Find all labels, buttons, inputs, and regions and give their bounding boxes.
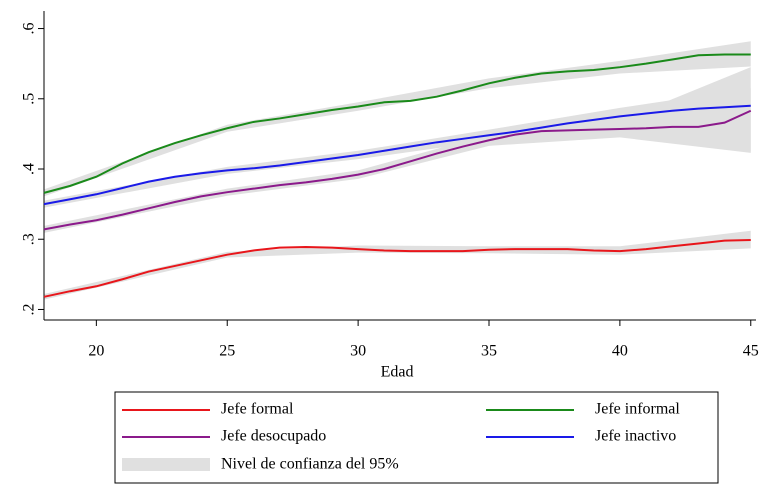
legend-swatch xyxy=(122,458,210,471)
legend-label: Jefe formal xyxy=(221,401,294,418)
x-axis-label: Edad xyxy=(381,364,414,381)
confidence-band xyxy=(44,67,751,233)
confidence-band xyxy=(44,41,751,197)
confidence-band xyxy=(44,230,751,300)
y-tick-label: .4 xyxy=(21,163,38,175)
series-line xyxy=(43,53,751,194)
legend-label: Nivel de confianza del 95% xyxy=(221,456,399,473)
y-tick-label: .2 xyxy=(21,303,38,315)
x-tick-label: 25 xyxy=(219,343,235,360)
legend-label: Jefe inactivo xyxy=(595,428,676,445)
x-tick-label: 40 xyxy=(612,343,628,360)
series-line xyxy=(43,109,752,231)
x-tick-label: 35 xyxy=(481,343,497,360)
legend-label: Jefe desocupado xyxy=(221,428,326,445)
y-tick-label: .3 xyxy=(21,233,38,245)
x-tick-label: 45 xyxy=(743,343,759,360)
x-tick-label: 30 xyxy=(350,343,366,360)
legend-box xyxy=(114,391,719,484)
x-tick-label: 20 xyxy=(88,343,104,360)
y-tick-label: .6 xyxy=(21,23,38,35)
legend-label: Jefe informal xyxy=(595,401,680,418)
y-tick-label: .5 xyxy=(21,93,38,105)
series-line xyxy=(43,238,751,298)
series-line xyxy=(43,104,751,206)
